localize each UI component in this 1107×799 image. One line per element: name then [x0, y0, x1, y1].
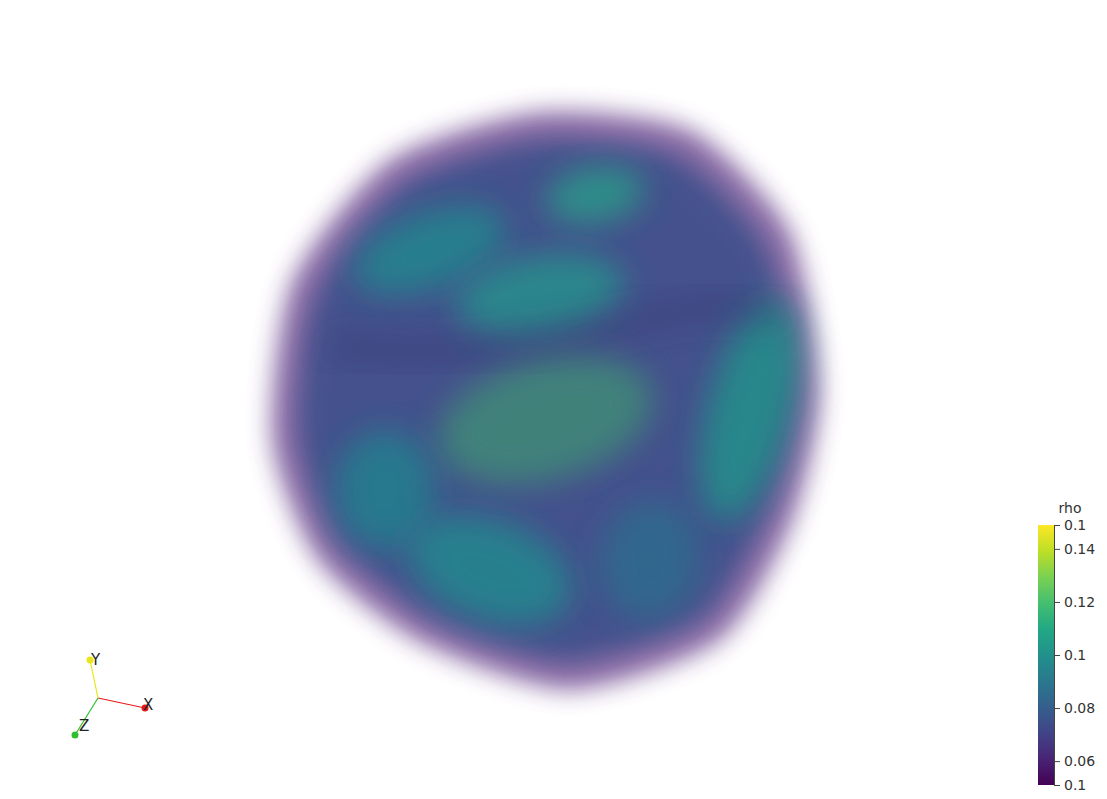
tick: 0.12 [1054, 594, 1095, 610]
tick-mark [1054, 549, 1060, 550]
volume-render [271, 111, 820, 690]
orientation-axis-label: Y [90, 651, 101, 669]
tick-label: 0.08 [1064, 700, 1095, 716]
tick: 0.1 [1054, 647, 1086, 663]
tick: 0.1 [1054, 517, 1086, 533]
tick: 0.1 [1054, 777, 1086, 793]
orientation-axis-line [98, 698, 145, 708]
tick-label: 0.1 [1064, 517, 1086, 533]
tick-label: 0.1 [1064, 777, 1086, 793]
orientation-axes: X Y Z [72, 651, 154, 739]
colorbar-title: rho [1059, 500, 1082, 516]
colorbar-axis: 0.1 0.06 0.08 0.1 0.12 0.14 0.1 [1054, 517, 1095, 793]
canvas: 0.10.060.080.10.120.140.1rhoXYZ [0, 0, 1107, 799]
density-blob [393, 494, 587, 646]
axis-line [1055, 526, 1061, 786]
density-blob [590, 492, 709, 628]
density-seam [330, 307, 780, 351]
tick: 0.06 [1054, 753, 1095, 769]
tick-mark [1054, 761, 1060, 762]
tick-label: 0.1 [1064, 647, 1086, 663]
tick-label: 0.06 [1064, 753, 1095, 769]
tick-mark [1054, 785, 1060, 786]
density-blob [541, 159, 649, 232]
tick-label: 0.12 [1064, 594, 1095, 610]
tick-mark [1054, 602, 1060, 603]
tick-label: 0.14 [1064, 541, 1095, 557]
colorbar: 0.10.060.080.10.120.140.1rho [1038, 500, 1095, 793]
tick: 0.14 [1054, 541, 1095, 557]
density-blob [680, 288, 821, 532]
orientation-axis-tip [72, 732, 79, 739]
tick-mark [1054, 708, 1060, 709]
colorbar-gradient [1038, 525, 1054, 785]
density-blob [423, 334, 667, 507]
orientation-axis-label: Z [79, 717, 89, 735]
volume-halo [271, 111, 820, 690]
orientation-axis-label: X [143, 696, 153, 714]
tick: 0.08 [1054, 700, 1095, 716]
tick-mark [1054, 525, 1060, 526]
orientation-axis-line [75, 698, 98, 735]
tick-mark [1054, 655, 1060, 656]
